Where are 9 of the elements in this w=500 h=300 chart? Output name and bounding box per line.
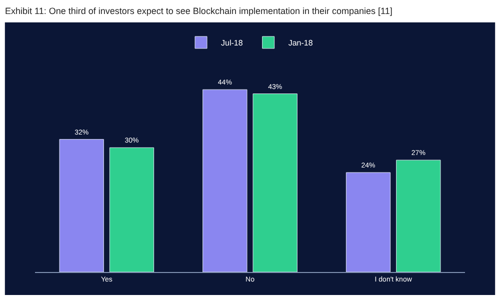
bar: [252, 94, 298, 272]
chart-title: Exhibit 11: One third of investors expect to see Blockchain implementation in their companies [11]: [5, 6, 392, 16]
bar: [396, 160, 441, 272]
bar: [59, 139, 104, 272]
bar: [346, 172, 391, 272]
bar: [109, 147, 154, 272]
bar: [202, 89, 248, 272]
legend-label: Jan-18: [288, 38, 314, 48]
legend-label: Jul-18: [221, 38, 244, 48]
